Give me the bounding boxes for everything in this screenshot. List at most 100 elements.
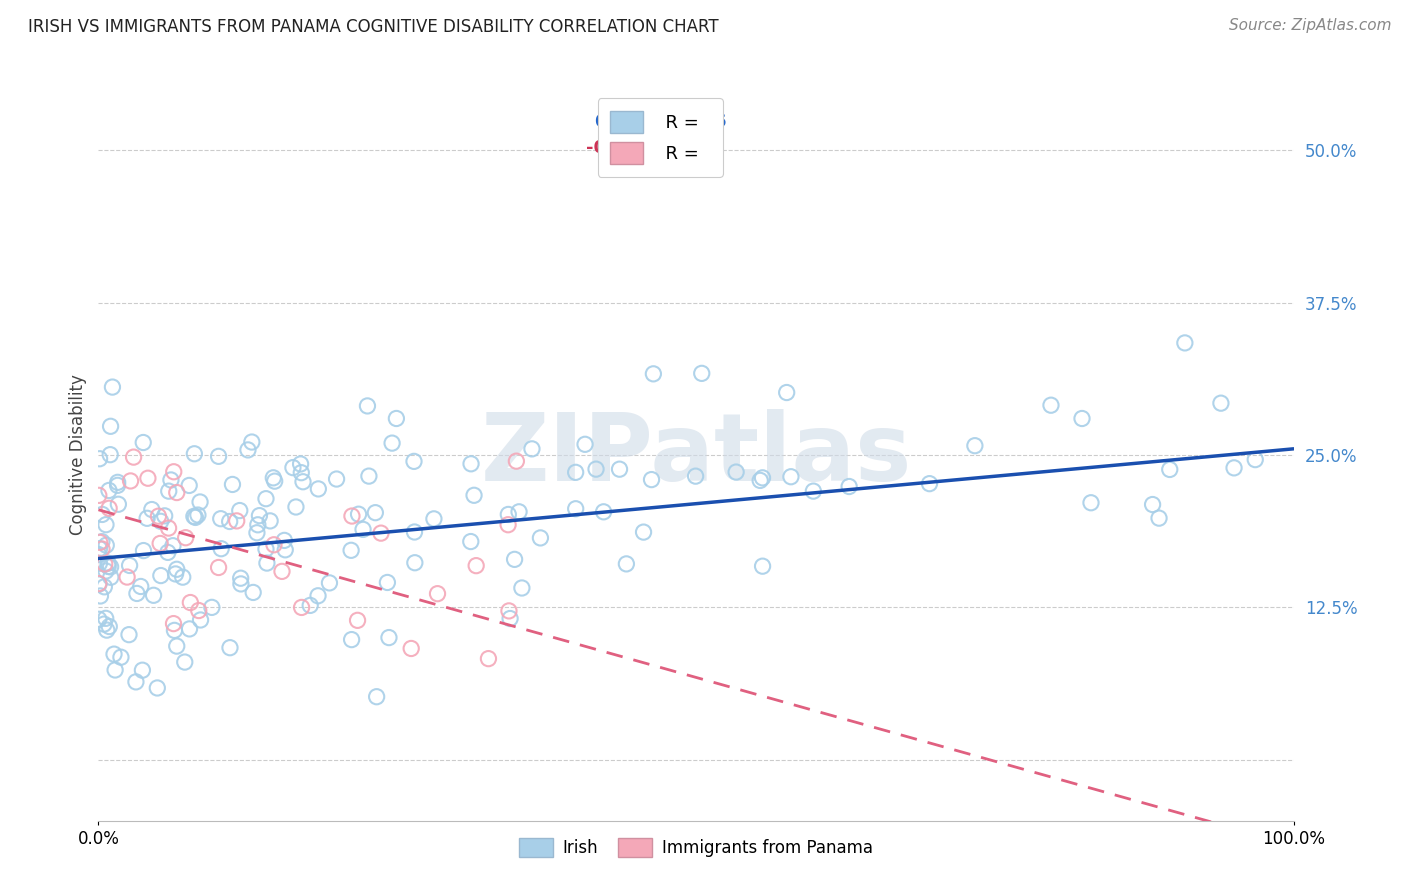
Immigrants from Panama	[225, 514, 247, 528]
Irish	[520, 442, 543, 456]
Text: N =: N =	[654, 139, 695, 157]
Irish	[246, 517, 269, 532]
Irish	[142, 588, 165, 602]
Immigrants from Panama	[148, 509, 170, 524]
Irish	[263, 474, 285, 488]
Immigrants from Panama	[207, 560, 229, 574]
Text: IRISH VS IMMIGRANTS FROM PANAMA COGNITIVE DISABILITY CORRELATION CHART: IRISH VS IMMIGRANTS FROM PANAMA COGNITIV…	[28, 18, 718, 36]
Irish	[377, 575, 399, 590]
Immigrants from Panama	[291, 600, 314, 615]
Irish	[725, 465, 748, 479]
Irish	[529, 531, 551, 545]
Irish	[340, 632, 363, 647]
Irish	[96, 538, 118, 552]
Irish	[229, 503, 252, 517]
Legend: Irish, Immigrants from Panama: Irish, Immigrants from Panama	[513, 831, 879, 863]
Immigrants from Panama	[162, 616, 184, 631]
Irish	[246, 525, 269, 540]
Irish	[157, 484, 180, 499]
Irish	[1159, 462, 1181, 476]
Irish	[585, 462, 607, 476]
Irish	[499, 611, 522, 625]
Irish	[1209, 396, 1232, 410]
Irish	[564, 501, 586, 516]
Irish	[131, 663, 153, 677]
Irish	[162, 539, 184, 553]
Irish	[179, 478, 201, 492]
Immigrants from Panama	[115, 570, 138, 584]
Irish	[98, 448, 121, 462]
Irish	[347, 507, 370, 521]
Immigrants from Panama	[120, 474, 142, 488]
Irish	[97, 556, 120, 570]
Irish	[107, 497, 129, 511]
Irish	[104, 663, 127, 677]
Irish	[1223, 461, 1246, 475]
Irish	[356, 399, 378, 413]
Irish	[592, 505, 614, 519]
Irish	[318, 575, 340, 590]
Text: -0.148: -0.148	[586, 139, 651, 157]
Immigrants from Panama	[157, 521, 180, 535]
Irish	[98, 619, 121, 633]
Irish	[685, 469, 707, 483]
Immigrants from Panama	[166, 485, 188, 500]
Irish	[1147, 511, 1170, 525]
Irish	[751, 471, 773, 485]
Irish	[290, 457, 312, 471]
Immigrants from Panama	[340, 509, 363, 524]
Irish	[146, 681, 169, 695]
Text: 34: 34	[690, 139, 716, 157]
Y-axis label: Cognitive Disability: Cognitive Disability	[69, 375, 87, 535]
Irish	[633, 525, 655, 540]
Irish	[166, 639, 188, 653]
Irish	[364, 506, 387, 520]
Irish	[963, 439, 986, 453]
Irish	[87, 612, 110, 626]
Immigrants from Panama	[370, 526, 392, 541]
Irish	[838, 479, 860, 493]
Irish	[94, 564, 117, 578]
Irish	[274, 542, 297, 557]
Irish	[325, 472, 347, 486]
Immigrants from Panama	[426, 587, 449, 601]
Irish	[91, 508, 114, 522]
Irish	[1142, 498, 1164, 512]
Irish	[378, 631, 401, 645]
Irish	[118, 627, 141, 641]
Irish	[510, 581, 533, 595]
Irish	[423, 512, 446, 526]
Immigrants from Panama	[136, 471, 159, 485]
Immigrants from Panama	[465, 558, 488, 573]
Immigrants from Panama	[89, 535, 111, 549]
Irish	[93, 617, 115, 632]
Irish	[160, 473, 183, 487]
Immigrants from Panama	[505, 454, 527, 468]
Irish	[209, 541, 232, 556]
Irish	[94, 517, 117, 532]
Immigrants from Panama	[399, 641, 422, 656]
Irish	[110, 650, 132, 665]
Immigrants from Panama	[346, 613, 368, 627]
Irish	[100, 419, 122, 434]
Immigrants from Panama	[93, 557, 115, 571]
Irish	[1071, 411, 1094, 425]
Irish	[404, 556, 426, 570]
Immigrants from Panama	[498, 604, 520, 618]
Irish	[690, 367, 713, 381]
Irish	[249, 508, 271, 523]
Irish	[259, 514, 281, 528]
Irish	[498, 508, 520, 522]
Irish	[221, 477, 243, 491]
Irish	[290, 466, 312, 480]
Irish	[156, 545, 179, 559]
Irish	[643, 367, 665, 381]
Irish	[609, 462, 631, 476]
Irish	[776, 385, 799, 400]
Irish	[101, 380, 124, 394]
Immigrants from Panama	[271, 565, 294, 579]
Irish	[307, 589, 329, 603]
Irish	[87, 577, 110, 591]
Immigrants from Panama	[91, 541, 114, 556]
Irish	[118, 558, 141, 573]
